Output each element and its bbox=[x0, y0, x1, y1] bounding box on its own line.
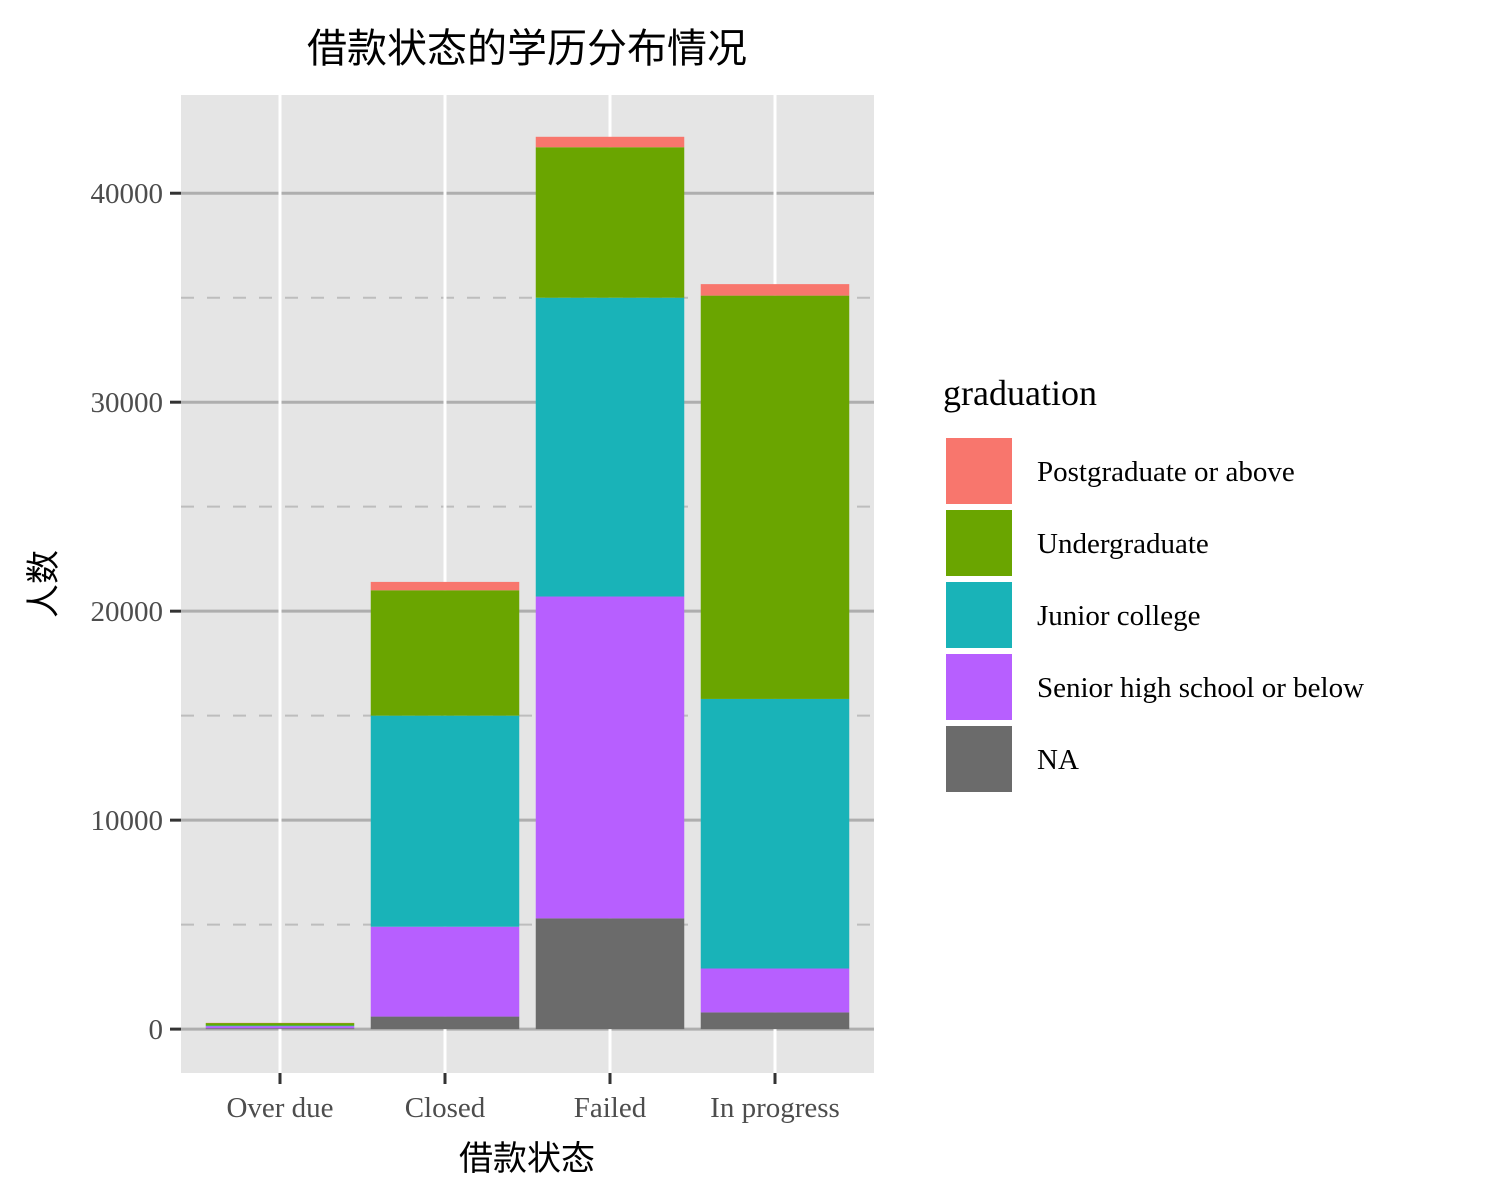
y-tick-label: 40000 bbox=[91, 178, 164, 210]
x-axis: Over due Closed Failed In progress bbox=[226, 1073, 840, 1124]
y-tick-label: 10000 bbox=[91, 805, 164, 837]
x-tick-label: In progress bbox=[710, 1092, 840, 1124]
x-axis-title: 借款状态 bbox=[459, 1139, 595, 1179]
legend-label: Postgraduate or above bbox=[1037, 456, 1295, 488]
x-tick-label: Over due bbox=[226, 1092, 333, 1124]
y-axis-title: 人数 bbox=[24, 550, 64, 618]
chart-title: 借款状态的学历分布情况 bbox=[307, 26, 747, 72]
x-tick-label: Closed bbox=[405, 1092, 486, 1124]
legend-swatch bbox=[944, 724, 1014, 794]
legend-swatch bbox=[944, 508, 1014, 578]
legend-label: Junior college bbox=[1037, 600, 1200, 632]
bar-segment bbox=[700, 1012, 850, 1030]
bar-segment bbox=[370, 590, 520, 716]
bar-segment bbox=[535, 596, 685, 919]
y-axis: 0 10000 20000 30000 40000 bbox=[91, 178, 181, 1046]
legend-swatch bbox=[944, 652, 1014, 722]
bar-segment bbox=[370, 715, 520, 927]
y-tick-label: 30000 bbox=[91, 387, 164, 419]
legend-label: Undergraduate bbox=[1037, 528, 1209, 560]
bar-segment bbox=[205, 1028, 355, 1030]
bar-segment bbox=[535, 136, 685, 148]
bar-segment bbox=[535, 297, 685, 597]
bar-segment bbox=[535, 918, 685, 1030]
bar-segment bbox=[700, 284, 850, 296]
y-tick-label: 0 bbox=[149, 1014, 164, 1046]
x-tick-label: Failed bbox=[574, 1092, 647, 1124]
bar-segment bbox=[700, 968, 850, 1013]
bar-segment bbox=[370, 1016, 520, 1030]
bar-segment bbox=[205, 1025, 355, 1027]
legend-label: NA bbox=[1037, 744, 1079, 776]
bar-segment bbox=[700, 698, 850, 969]
legend: graduation Postgraduate or above Undergra… bbox=[943, 373, 1364, 794]
y-tick-label: 20000 bbox=[91, 596, 164, 628]
bars bbox=[205, 136, 850, 1030]
legend-swatch bbox=[944, 580, 1014, 650]
bar-segment bbox=[205, 1026, 355, 1029]
bar-segment bbox=[205, 1023, 355, 1026]
bar-segment bbox=[370, 926, 520, 1017]
legend-label: Senior high school or below bbox=[1037, 672, 1364, 704]
legend-title: graduation bbox=[943, 373, 1097, 413]
bar-segment bbox=[700, 295, 850, 699]
legend-swatch bbox=[944, 436, 1014, 506]
bar-segment bbox=[535, 147, 685, 298]
bar-segment bbox=[370, 581, 520, 591]
